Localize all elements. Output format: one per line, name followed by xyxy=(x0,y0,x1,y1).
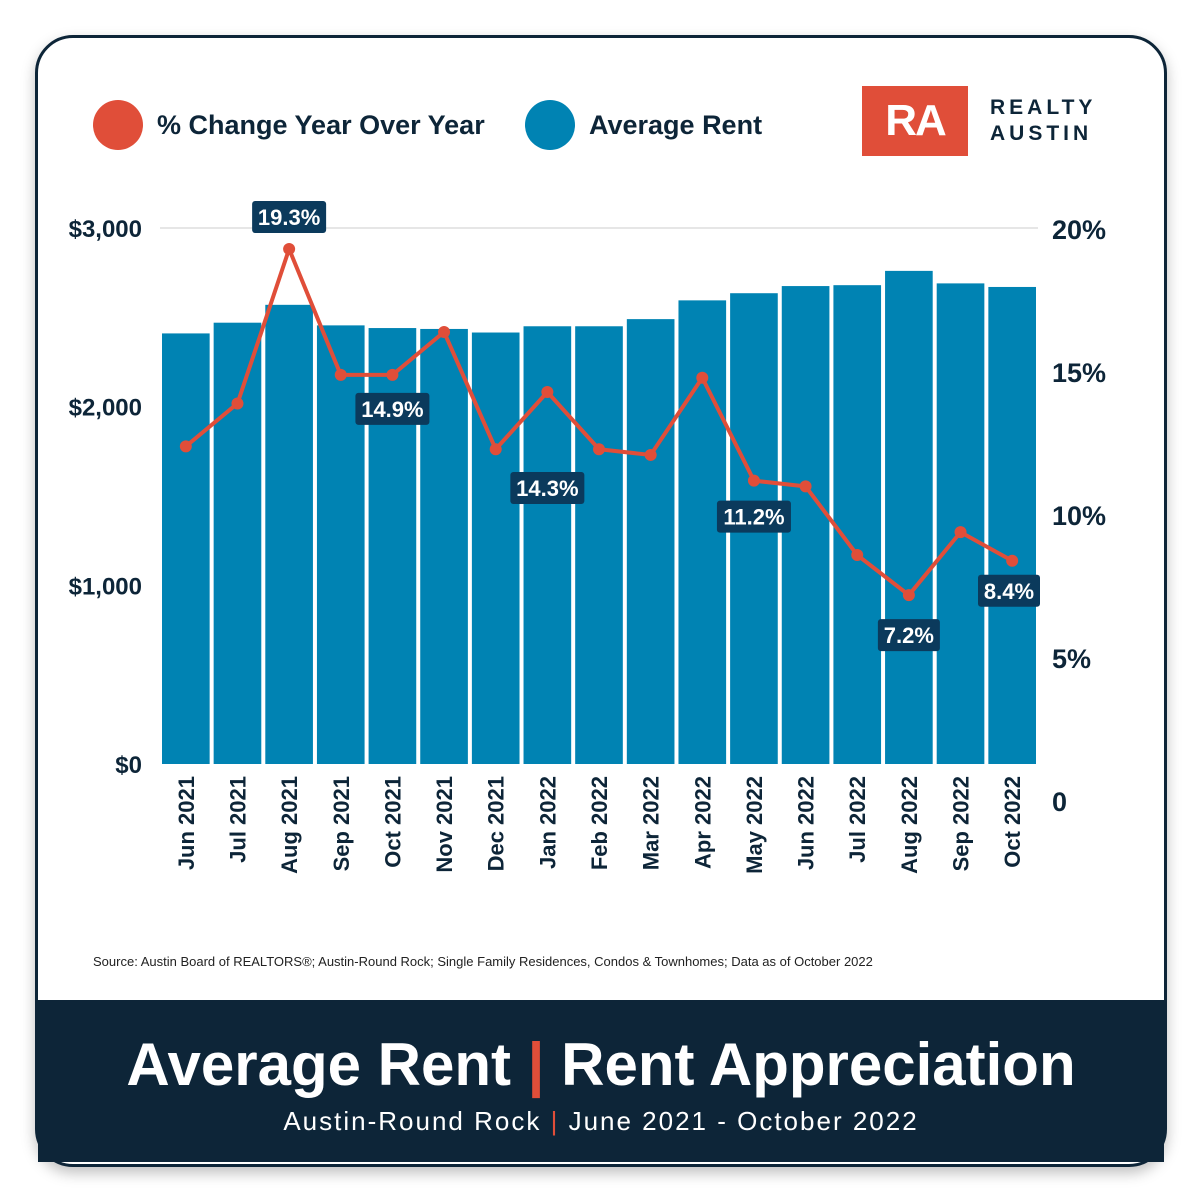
yoy-point xyxy=(541,386,554,399)
x-tick-label: Sep 2022 xyxy=(949,776,974,871)
x-tick-label: Aug 2021 xyxy=(277,776,302,874)
yoy-point xyxy=(696,371,709,384)
data-label: 19.3% xyxy=(258,205,320,230)
yoy-point xyxy=(851,549,864,562)
footer-banner: Average Rent | Rent Appreciation Austin-… xyxy=(38,1000,1164,1162)
bar-sep-2021 xyxy=(316,325,365,764)
right-tick-label: 10% xyxy=(1052,501,1106,531)
yoy-point xyxy=(593,443,605,456)
x-tick-label: Aug 2022 xyxy=(897,776,922,874)
data-label-box xyxy=(877,619,940,652)
x-tick-label: Mar 2022 xyxy=(639,776,664,870)
legend-dot-blue xyxy=(525,100,575,150)
legend-dot-red xyxy=(93,100,143,150)
data-label-box xyxy=(355,392,430,425)
data-label: 8.4% xyxy=(984,579,1034,604)
data-label: 11.2% xyxy=(723,505,784,530)
data-label-box xyxy=(252,201,327,234)
x-tick-label: Jul 2021 xyxy=(225,776,250,863)
x-tick-label: May 2022 xyxy=(742,776,767,874)
separator: | xyxy=(527,1031,545,1098)
yoy-point xyxy=(489,443,502,456)
right-tick-label: 5% xyxy=(1052,644,1091,674)
chart: $0 $1,000 $2,000 $3,000 0 5% 10% 15% 20% Jun 2021… xyxy=(69,201,1106,874)
right-tick-label: 20% xyxy=(1052,215,1106,245)
data-label-box xyxy=(978,574,1040,607)
bar-jan-2022 xyxy=(523,326,572,764)
footer-subtitle: Austin-Round Rock | June 2021 - October … xyxy=(38,1106,1164,1136)
yoy-point xyxy=(747,474,760,487)
left-tick-label: $2,000 xyxy=(69,395,142,422)
x-tick-label: Sep 2021 xyxy=(329,776,354,871)
legend-item-rent: Average Rent xyxy=(525,100,762,150)
title-left: Average Rent xyxy=(126,1031,511,1098)
yoy-point xyxy=(231,397,244,410)
bar-aug-2021 xyxy=(265,304,313,764)
bar-dec-2021 xyxy=(471,332,520,764)
yoy-point xyxy=(283,243,296,256)
x-tick-label: Jul 2022 xyxy=(845,776,870,863)
data-label-box xyxy=(510,472,585,505)
yoy-point xyxy=(179,440,192,453)
yoy-point xyxy=(386,368,399,381)
x-tick-label: Oct 2021 xyxy=(380,776,405,868)
yoy-point xyxy=(902,589,915,602)
data-label: 14.9% xyxy=(361,397,423,422)
bar-oct-2022 xyxy=(988,286,1036,764)
logo-text-1: REALTY xyxy=(990,96,1097,119)
source-note: Source: Austin Board of REALTORS®; Austi… xyxy=(93,954,873,969)
right-tick-label: 15% xyxy=(1052,358,1106,388)
bar-sep-2022 xyxy=(936,283,985,764)
x-tick-label: Feb 2022 xyxy=(587,776,612,870)
x-tick-label: Nov 2021 xyxy=(432,776,457,873)
yoy-point xyxy=(799,480,812,493)
x-tick-label: Apr 2022 xyxy=(690,776,715,869)
bar-mar-2022 xyxy=(626,319,675,764)
subtitle-left: Austin-Round Rock xyxy=(283,1106,542,1136)
data-label-box xyxy=(716,500,791,533)
bar-jul-2022 xyxy=(833,285,882,764)
logo-text-2: AUSTIN xyxy=(990,122,1093,145)
bar-feb-2022 xyxy=(575,326,623,764)
data-label: 7.2% xyxy=(884,623,934,648)
bar-jul-2021 xyxy=(213,322,262,764)
yoy-point xyxy=(644,448,657,461)
yoy-point xyxy=(438,325,451,338)
left-tick-label: $0 xyxy=(115,752,142,779)
bar-aug-2022 xyxy=(885,270,933,764)
subtitle-right: June 2021 - October 2022 xyxy=(568,1106,919,1136)
bar-jun-2021 xyxy=(162,333,210,764)
left-tick-label: $1,000 xyxy=(69,573,142,600)
left-tick-label: $3,000 xyxy=(69,216,142,243)
legend-label: Average Rent xyxy=(589,109,763,140)
separator: | xyxy=(550,1106,560,1136)
right-tick-label: 0 xyxy=(1052,787,1067,817)
yoy-point xyxy=(1006,554,1019,567)
legend-label: % Change Year Over Year xyxy=(157,109,485,140)
x-tick-label: Jan 2022 xyxy=(535,776,560,869)
footer-title: Average Rent | Rent Appreciation xyxy=(38,1030,1164,1100)
title-right: Rent Appreciation xyxy=(561,1031,1076,1098)
logo-mark: RA xyxy=(862,86,968,156)
legend-item-yoy: % Change Year Over Year xyxy=(93,100,485,150)
yoy-point xyxy=(954,526,967,539)
x-tick-label: Oct 2022 xyxy=(1000,776,1025,868)
x-tick-label: Jun 2022 xyxy=(794,776,819,870)
x-tick-label: Jun 2021 xyxy=(174,776,199,870)
x-tick-label: Dec 2021 xyxy=(484,776,509,871)
yoy-point xyxy=(334,368,347,381)
data-label: 14.3% xyxy=(516,476,578,501)
